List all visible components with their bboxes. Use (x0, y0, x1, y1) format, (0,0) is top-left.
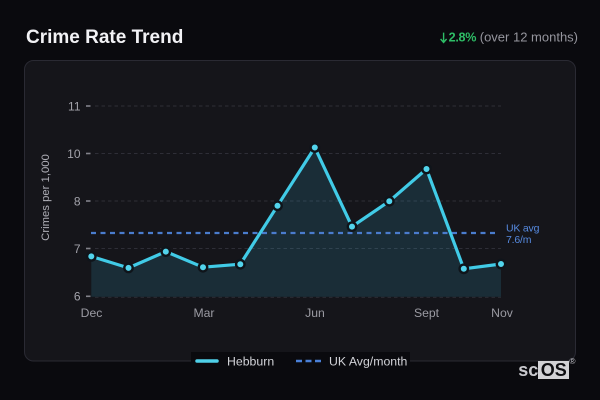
svg-text:7.6/m: 7.6/m (506, 234, 532, 246)
svg-text:8: 8 (74, 194, 81, 208)
svg-text:Nov: Nov (491, 306, 514, 320)
svg-text:Dec: Dec (81, 306, 103, 320)
svg-text:2.8% (over 12 months): 2.8% (over 12 months) (449, 30, 578, 45)
svg-text:Mar: Mar (194, 306, 215, 320)
svg-text:UK avg: UK avg (506, 223, 540, 235)
svg-text:Sept: Sept (414, 306, 440, 320)
svg-text:Jun: Jun (305, 306, 325, 320)
svg-text:7: 7 (74, 242, 81, 256)
svg-text:11: 11 (68, 99, 81, 113)
svg-text:10: 10 (67, 147, 81, 161)
svg-text:UK Avg/month: UK Avg/month (329, 354, 408, 368)
svg-text:Crimes per 1,000: Crimes per 1,000 (40, 154, 52, 241)
svg-text:6: 6 (74, 290, 81, 304)
svg-text:Hebburn: Hebburn (227, 354, 274, 368)
